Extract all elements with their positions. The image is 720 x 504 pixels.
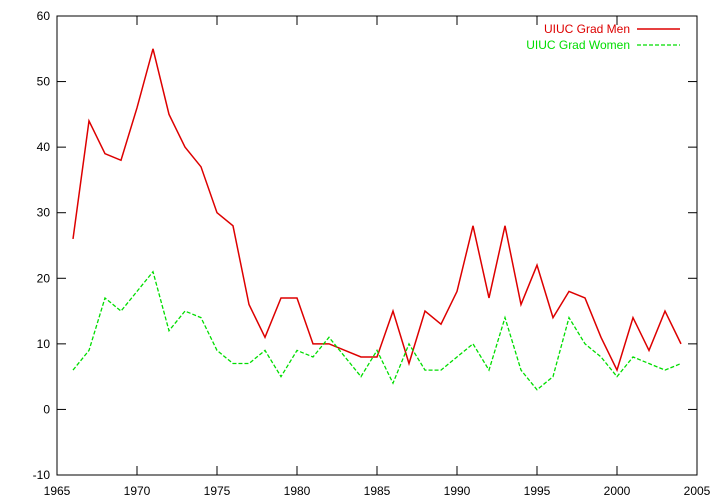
x-tick-label: 1975 xyxy=(204,484,231,498)
x-tick-label: 1965 xyxy=(44,484,71,498)
y-tick-label: 30 xyxy=(37,206,51,220)
x-tick-label: 1990 xyxy=(444,484,471,498)
x-tick-label: 1985 xyxy=(364,484,391,498)
legend-label: UIUC Grad Men xyxy=(544,22,630,36)
x-tick-label: 2005 xyxy=(684,484,711,498)
y-tick-label: -10 xyxy=(33,468,51,482)
y-tick-label: 60 xyxy=(37,9,51,23)
x-tick-label: 2000 xyxy=(604,484,631,498)
x-tick-label: 1980 xyxy=(284,484,311,498)
plot-frame xyxy=(56,15,698,476)
y-tick-label: 10 xyxy=(37,337,51,351)
x-tick-label: 1995 xyxy=(524,484,551,498)
y-tick-label: 50 xyxy=(37,75,51,89)
axes: 1965 1970 1975 1980 1985 1990 1995 2000 2005 -10 0… xyxy=(33,9,711,498)
y-tick-label: 40 xyxy=(37,140,51,154)
series-line-grad-men xyxy=(72,48,682,373)
series-layer xyxy=(72,48,682,391)
x-tick-label: 1970 xyxy=(124,484,151,498)
legend: UIUC Grad Men UIUC Grad Women xyxy=(526,22,680,52)
y-tick-label: 0 xyxy=(43,402,50,416)
y-tick-label: 20 xyxy=(37,271,51,285)
legend-label: UIUC Grad Women xyxy=(526,38,630,52)
series-line-grad-women xyxy=(72,270,682,391)
